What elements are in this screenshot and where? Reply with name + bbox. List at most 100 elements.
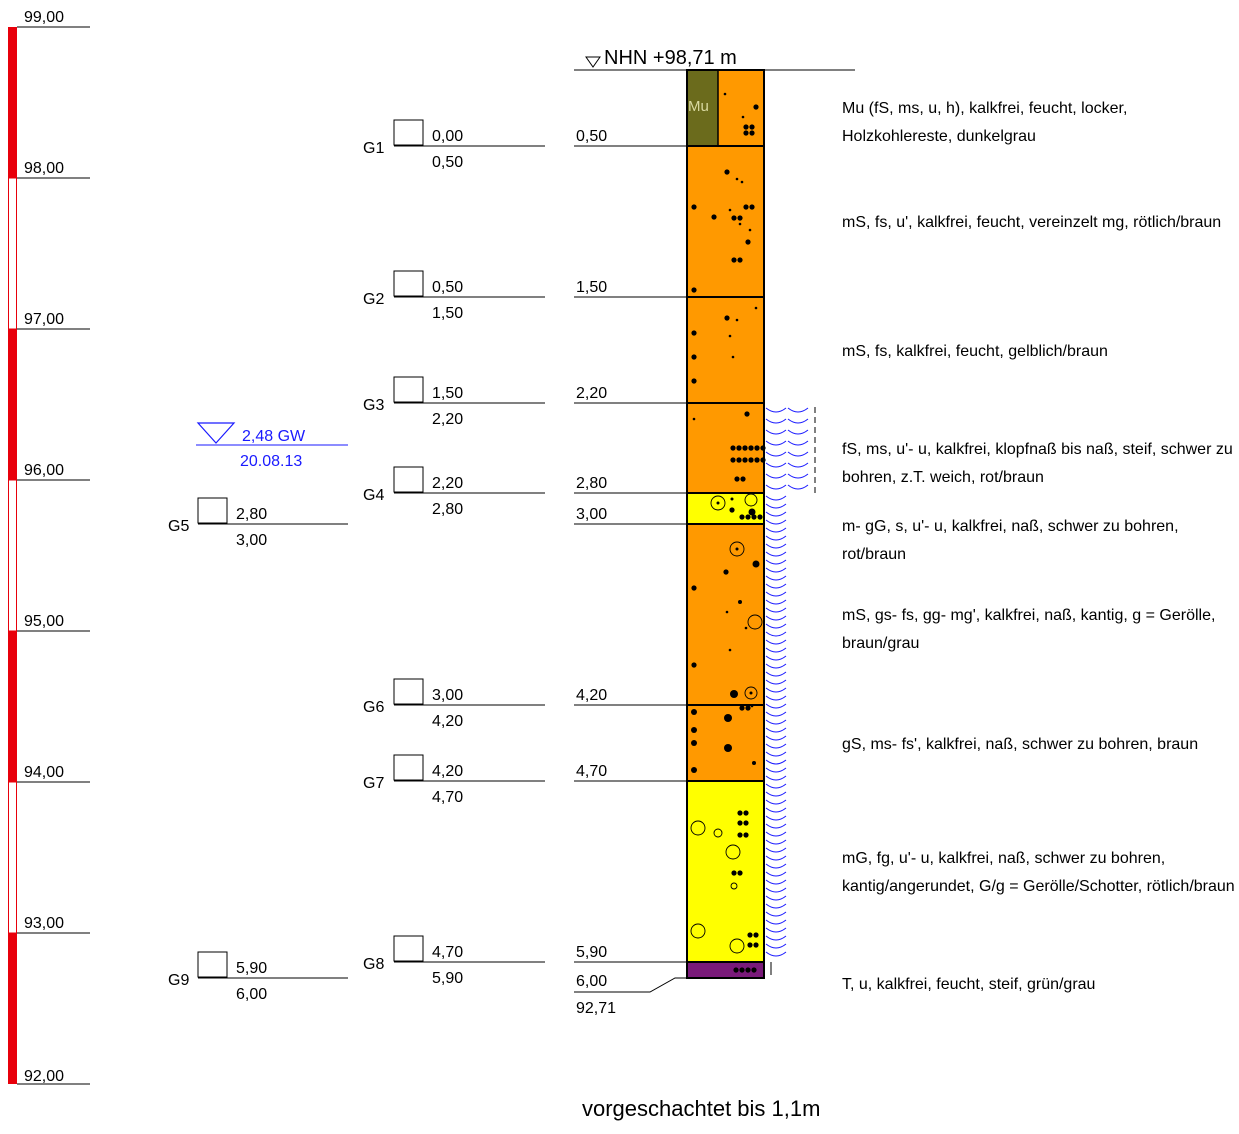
scale-segment <box>8 479 17 632</box>
wave-mark <box>765 719 787 725</box>
scale-segment <box>8 177 17 330</box>
wave-mark <box>765 847 787 853</box>
wave-mark <box>787 484 809 490</box>
depth-label: 4,70 <box>576 763 607 780</box>
soil-dot <box>728 648 732 652</box>
final-elevation: 92,71 <box>576 1000 616 1017</box>
scale-segment <box>8 781 17 934</box>
soil-dot <box>749 204 755 210</box>
borehole-column: Mu <box>686 69 816 979</box>
wave-mark <box>787 418 809 424</box>
wave-mark <box>765 799 787 805</box>
soil-dot <box>747 942 753 948</box>
layer-fill <box>687 297 764 403</box>
sample-box <box>197 497 228 524</box>
wave-mark <box>765 735 787 741</box>
wave-mark <box>787 451 809 457</box>
soil-dot <box>754 457 760 463</box>
sample-box <box>393 678 424 705</box>
soil-dot <box>691 662 697 668</box>
wave-mark <box>765 671 787 677</box>
soil-dot <box>738 600 742 604</box>
wave-mark <box>765 855 787 861</box>
layer-code: Mu <box>688 98 709 115</box>
sample-id: G2 <box>363 291 384 308</box>
wave-mark <box>765 473 787 479</box>
wave-mark <box>765 687 787 693</box>
wave-mark <box>765 535 787 541</box>
soil-dot <box>744 626 748 630</box>
soil-dot <box>760 457 766 463</box>
soil-dot <box>740 180 744 184</box>
layer-description: mG, fg, u'- u, kalkfrei, naß, schwer zu … <box>842 850 1235 895</box>
sample-box <box>393 935 424 962</box>
soil-dot <box>733 967 739 973</box>
elevation-scale: 99,00 98,00 97,00 96,00 95,00 94,00 93,0… <box>8 9 90 1085</box>
layer-fill <box>687 962 764 978</box>
wave-mark <box>765 623 787 629</box>
wave-mark <box>765 503 787 509</box>
soil-dot <box>691 204 697 210</box>
soil-dot <box>730 445 736 451</box>
wave-mark <box>765 927 787 933</box>
soil-dot <box>724 315 730 321</box>
wave-mark <box>787 473 809 479</box>
soil-dot <box>737 215 743 221</box>
wave-mark <box>765 607 787 613</box>
sample-box <box>197 951 228 978</box>
soil-dot <box>748 228 752 232</box>
soil-dot <box>731 355 735 359</box>
gravel-circle <box>729 938 745 954</box>
soil-dot <box>730 497 734 501</box>
soil-dot <box>743 124 749 130</box>
soil-dot <box>738 222 742 226</box>
soil-dot <box>753 942 759 948</box>
soil-dot <box>728 208 732 212</box>
wave-mark <box>765 759 787 765</box>
sample-box <box>393 376 424 403</box>
sample-top: 0,00 <box>432 128 463 145</box>
soil-dot <box>751 514 757 520</box>
depth-label: 0,50 <box>576 128 607 145</box>
sample-top: 2,20 <box>432 475 463 492</box>
soil-dot <box>691 585 697 591</box>
soil-dot <box>749 691 753 695</box>
soil-dot <box>743 820 749 826</box>
soil-dot <box>751 967 757 973</box>
wave-mark <box>765 519 787 525</box>
sample-id: G8 <box>363 956 384 973</box>
wave-mark <box>765 831 787 837</box>
sample-id: G6 <box>363 699 384 716</box>
wave-mark <box>787 462 809 468</box>
soil-dot <box>691 709 697 715</box>
wave-mark <box>765 911 787 917</box>
wave-mark <box>765 943 787 949</box>
soil-dot <box>745 967 751 973</box>
soil-dot <box>716 501 720 505</box>
gravel-circle <box>690 923 706 939</box>
column-outline <box>686 69 765 979</box>
wave-mark <box>765 647 787 653</box>
wave-mark <box>765 583 787 589</box>
depth-label: 3,00 <box>576 506 607 523</box>
gravel-circle <box>730 882 738 890</box>
wave-mark <box>765 775 787 781</box>
sample-g2: G2 0,50 1,50 <box>363 270 545 322</box>
soil-dot <box>736 445 742 451</box>
soil-dot <box>743 832 749 838</box>
wave-mark <box>765 551 787 557</box>
ground-triangle-icon <box>585 56 601 68</box>
gravel-circle <box>747 614 763 630</box>
groundwater-depth: 2,48 GW <box>242 428 306 445</box>
soil-dot <box>749 124 755 130</box>
soil-dot <box>735 177 739 181</box>
sample-g5: G5 2,80 3,00 <box>168 497 348 549</box>
soil-dot <box>711 214 717 220</box>
soil-dot <box>747 932 753 938</box>
wave-mark <box>765 935 787 941</box>
sample-id: G3 <box>363 397 384 414</box>
wave-mark <box>765 567 787 573</box>
sample-g8: G8 4,70 5,90 <box>363 935 545 987</box>
